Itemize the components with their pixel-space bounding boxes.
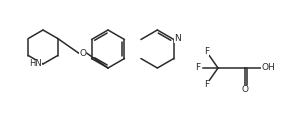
Text: N: N (174, 34, 181, 43)
Text: HN: HN (30, 60, 42, 68)
Text: O: O (79, 49, 86, 58)
Text: F: F (204, 80, 209, 89)
Text: F: F (204, 47, 209, 56)
Text: O: O (242, 86, 248, 94)
Text: F: F (195, 64, 201, 72)
Text: OH: OH (261, 64, 275, 72)
